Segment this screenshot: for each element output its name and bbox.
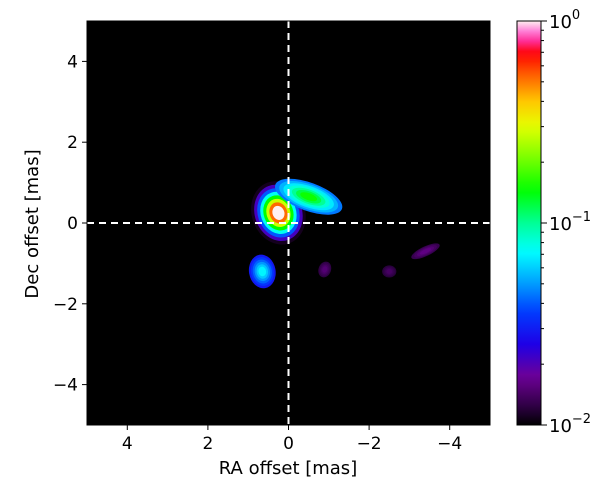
component-blob-3 xyxy=(411,243,440,260)
component-jet-southeast xyxy=(248,254,276,289)
x-tick-label: −2 xyxy=(357,434,382,454)
y-tick-label: −4 xyxy=(53,376,78,396)
contour-shell xyxy=(272,205,285,220)
contour-shell xyxy=(300,192,318,202)
y-tick-label: 0 xyxy=(67,214,78,234)
component-blob-2 xyxy=(382,265,397,278)
x-tick-label: −4 xyxy=(437,434,462,454)
y-tick-label: −2 xyxy=(53,295,78,315)
x-tick-label: 0 xyxy=(283,434,294,454)
component-blob-1 xyxy=(318,261,332,278)
colorbar-gradient xyxy=(516,20,542,426)
plot-area xyxy=(87,21,490,425)
y-tick-label: 2 xyxy=(67,133,78,153)
y-tick-label: 4 xyxy=(67,52,78,72)
colorbar: 10−2 10−1 100 xyxy=(516,8,591,437)
x-axis-label: RA offset [mas] xyxy=(219,458,357,479)
y-axis-label: Dec offset [mas] xyxy=(22,149,43,298)
contour-shell xyxy=(258,266,267,277)
x-tick-label: 2 xyxy=(202,434,213,454)
component-jet-northwest xyxy=(274,178,343,215)
contour-shell xyxy=(386,269,393,274)
colorbar-tick-label: 10−1 xyxy=(549,210,591,235)
x-tick-label: 4 xyxy=(122,434,133,454)
colorbar-tick-label: 100 xyxy=(549,8,580,33)
colorbar-tick-label: 10−2 xyxy=(549,412,591,437)
contour-shell xyxy=(322,266,328,273)
axes: 4 2 0 −2 −4 −4 −2 0 2 4 xyxy=(53,20,491,454)
contour-shell xyxy=(419,248,432,255)
